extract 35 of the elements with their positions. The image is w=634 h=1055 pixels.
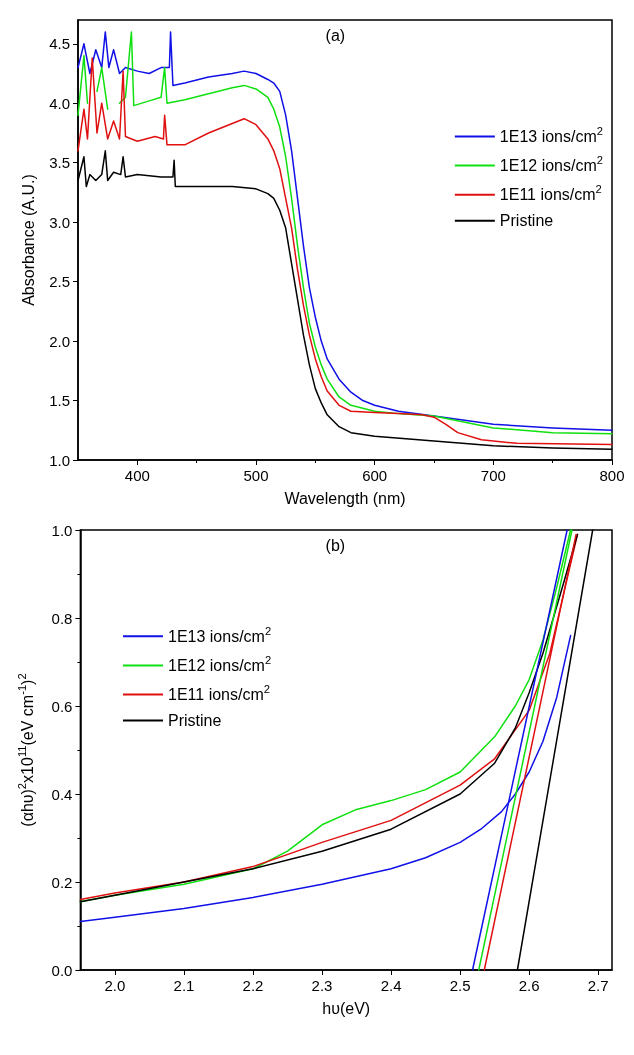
y-tick-label: 0.4 (51, 785, 73, 803)
x-axis-title: Wavelength (nm) (284, 489, 406, 507)
y-tick-label: 3.0 (49, 213, 70, 231)
x-tick-label: 2.5 (449, 977, 471, 994)
x-tick-label: 500 (243, 467, 269, 484)
legend-label: Pristine (499, 212, 554, 230)
y-tick-label: 1.5 (49, 392, 70, 410)
y-tick-label: 4.5 (49, 35, 70, 53)
y-tick-label: 2.0 (49, 332, 70, 350)
x-tick-label: 700 (480, 467, 506, 484)
chart-title: (a) (325, 26, 346, 44)
x-tick-label: 600 (362, 467, 388, 484)
y-tick-label: 3.5 (49, 154, 70, 172)
x-tick-label: 2.1 (173, 977, 195, 994)
y-tick-label: 0.6 (51, 697, 73, 715)
x-tick-label: 2.3 (311, 977, 333, 994)
y-axis-title: (αhυ)2x1011(eV cm-1)2 (15, 673, 36, 827)
x-tick-label: 2.4 (380, 977, 402, 994)
y-tick-label: 2.5 (49, 273, 70, 291)
x-tick-label: 2.0 (104, 977, 126, 994)
y-tick-label: 0.2 (51, 873, 73, 891)
x-axis-title: hυ(eV) (322, 999, 371, 1017)
y-tick-label: 1.0 (51, 521, 73, 539)
y-axis-title: Absorbance (A.U.) (19, 174, 37, 306)
x-tick-label: 400 (124, 467, 150, 484)
y-tick-label: 0.0 (51, 961, 73, 979)
y-tick-label: 1.0 (49, 451, 70, 469)
x-tick-label: 2.6 (518, 977, 540, 994)
chart-title: (b) (325, 536, 346, 554)
x-tick-label: 2.7 (587, 977, 609, 994)
y-tick-label: 0.8 (51, 609, 73, 627)
x-tick-label: 800 (599, 467, 625, 484)
y-tick-label: 4.0 (49, 94, 70, 112)
legend-label: Pristine (168, 712, 222, 730)
x-tick-label: 2.2 (242, 977, 264, 994)
